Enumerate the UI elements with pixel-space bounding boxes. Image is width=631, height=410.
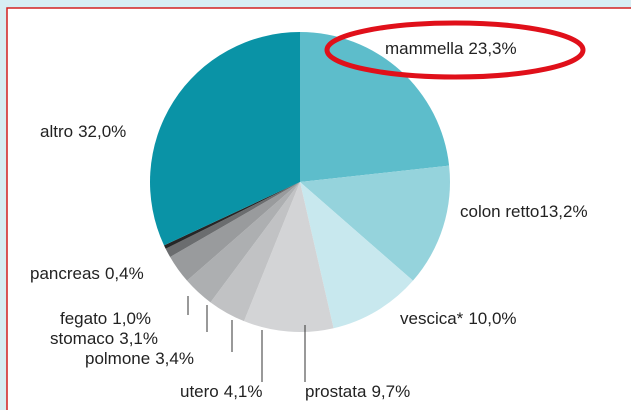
slice-value: 1,0%	[112, 309, 151, 328]
slice-label: pancreas 0,4%	[30, 264, 144, 283]
slice-name: mammella	[385, 39, 464, 58]
pie-slice	[149, 32, 300, 246]
pie-slice	[210, 182, 300, 322]
slice-value: 3,1%	[119, 329, 158, 348]
slice-label: altro 32,0%	[40, 122, 126, 141]
slice-label: fegato 1,0%	[60, 309, 151, 328]
slice-name: altro	[40, 122, 73, 141]
slice-label: prostata 9,7%	[305, 382, 410, 401]
slice-value: 10,0%	[468, 309, 516, 328]
slice-value: 32,0%	[78, 122, 126, 141]
slice-value: 13,2%	[539, 202, 587, 221]
slice-label: polmone 3,4%	[85, 349, 194, 368]
slice-name: prostata	[305, 382, 367, 401]
pie-slice	[164, 182, 300, 249]
slice-label: stomaco 3,1%	[50, 329, 158, 348]
slice-name: pancreas	[30, 264, 100, 283]
slice-label: mammella 23,3%	[385, 39, 517, 58]
slice-name: polmone	[85, 349, 150, 368]
pie-slice	[170, 182, 300, 281]
slice-name: colon retto	[460, 202, 539, 221]
pie-slice	[300, 182, 413, 329]
slice-label: vescica* 10,0%	[400, 309, 517, 328]
labels: mammella 23,3% colon retto13,2% vescica* 10,…	[30, 39, 588, 401]
pie	[149, 32, 451, 333]
pie-slice	[300, 165, 451, 281]
slice-name: vescica*	[400, 309, 464, 328]
slice-name: stomaco	[50, 329, 114, 348]
pie-slice	[300, 32, 450, 182]
slice-value: 3,4%	[155, 349, 194, 368]
slice-value: 4,1%	[224, 382, 263, 401]
slice-value: 23,3%	[468, 39, 516, 58]
slice-name: utero	[180, 382, 219, 401]
slice-value: 9,7%	[371, 382, 410, 401]
pie-slice	[187, 182, 300, 303]
slice-name: fegato	[60, 309, 107, 328]
slice-label: colon retto13,2%	[460, 202, 588, 221]
slice-label: utero 4,1%	[180, 382, 263, 401]
pie-slice	[165, 182, 300, 257]
slice-value: 0,4%	[105, 264, 144, 283]
highlight-ellipse	[324, 20, 586, 80]
pie-slice	[244, 182, 334, 333]
